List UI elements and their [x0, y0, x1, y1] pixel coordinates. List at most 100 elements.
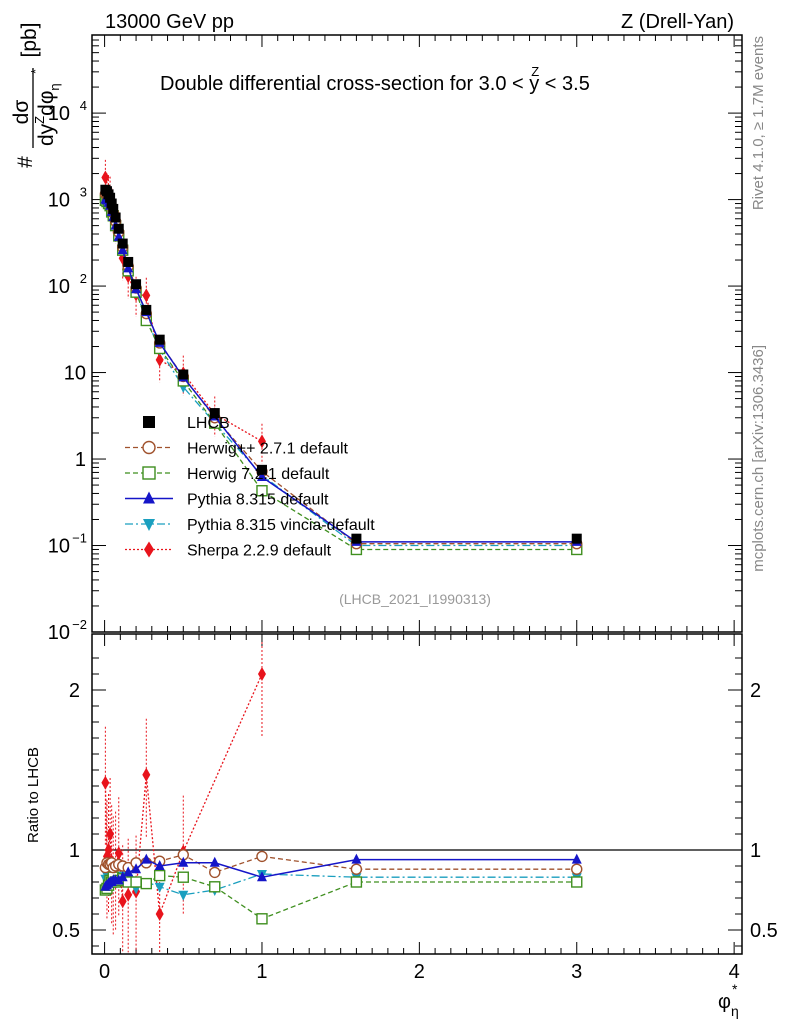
- y-axis-label: # dσ dyZdφη * [pb]: [10, 22, 62, 167]
- series-lhcb: [100, 184, 582, 544]
- point-lhcb: [141, 304, 152, 315]
- header-right: Z (Drell-Yan): [621, 11, 734, 33]
- point-lhcb: [106, 198, 117, 209]
- mcplots-label: mcplots.cern.ch [arXiv:1306.3436]: [750, 345, 767, 572]
- series-pythia: [100, 193, 582, 891]
- ratio-point-pythia: [178, 856, 189, 867]
- legend-label: Pythia 8.315 default: [187, 492, 329, 509]
- point-pythia: [256, 470, 267, 481]
- y-label-den-phi-sup: *: [28, 69, 43, 74]
- rivet-label: Rivet 4.1.0, ≥ 1.7M events: [750, 36, 767, 210]
- legend-entry-sherpa: Sherpa 2.2.9 default: [125, 541, 332, 560]
- ratio-point-sherpa: [106, 827, 115, 841]
- point-lhcb: [117, 238, 128, 249]
- point-pythia: [113, 230, 124, 241]
- chart-title-post: < 3.5: [539, 73, 590, 95]
- legend-entry-vincia: Pythia 8.315 vincia-default: [125, 517, 375, 534]
- ratio-line-vincia: [104, 873, 577, 896]
- y-tick-label: 10: [48, 190, 70, 212]
- ratio-tick-label: 1: [69, 840, 80, 862]
- legend-entry-herwigpp: Herwig++ 2.7.1 default: [125, 441, 349, 458]
- point-sherpa: [257, 434, 266, 449]
- y-tick-label: 1: [75, 449, 86, 471]
- analysis-tag: (LHCB_2021_I1990313): [339, 591, 491, 607]
- ratio-point-sherpa: [257, 667, 266, 681]
- ratio-point-herwig7: [350, 876, 363, 888]
- point-pythia: [123, 262, 134, 273]
- legend-label: Herwig 7.2.1 default: [187, 466, 330, 483]
- ratio-point-herwig7: [153, 869, 166, 882]
- y-tick-label-exp: 2: [80, 271, 87, 286]
- x-tick-label: 2: [414, 961, 425, 983]
- point-lhcb: [256, 464, 267, 475]
- legend-label: Herwig++ 2.7.1 default: [187, 441, 349, 458]
- point-lhcb: [209, 408, 220, 419]
- ratio-tick-label: 2: [69, 680, 80, 702]
- ratio-tick-label-right: 2: [750, 680, 761, 702]
- legend-entry-pythia: Pythia 8.315 default: [125, 491, 329, 509]
- y-tick-label: 10: [48, 103, 70, 125]
- ratio-point-herwig7: [256, 913, 268, 925]
- point-lhcb: [113, 223, 124, 234]
- y-tick-label-exp: −2: [72, 617, 87, 632]
- y-tick-label-exp: 4: [80, 98, 87, 113]
- ratio-point-pythia: [123, 866, 134, 877]
- series-line-sherpa: [104, 177, 263, 442]
- ratio-point-sherpa: [155, 907, 164, 921]
- point-lhcb: [108, 203, 119, 214]
- legend-label: LHCB: [187, 415, 230, 432]
- point-lhcb: [105, 192, 116, 203]
- ratio-point-sherpa: [118, 894, 127, 909]
- y-tick-label-exp: −1: [72, 531, 87, 546]
- y-tick-label: 10: [64, 363, 86, 385]
- ratio-point-pythia: [117, 871, 128, 882]
- ratio-point-herwig7: [130, 876, 142, 888]
- ratio-tick-label-right: 0.5: [750, 920, 778, 942]
- ratio-point-herwig7: [177, 871, 189, 883]
- ratio-point-herwigpp: [571, 863, 583, 875]
- legend-marker: [142, 440, 156, 455]
- series-vincia: [100, 193, 582, 901]
- x-axis-label: φη: [718, 991, 739, 1019]
- ratio-point-vincia: [178, 890, 189, 901]
- ratio-line-herwig7: [104, 874, 577, 920]
- point-sherpa: [101, 170, 110, 185]
- y-tick-label: 10: [48, 276, 70, 298]
- legend: LHCB Herwig++ 2.7.1 default Herwig 7.2.1 d…: [125, 415, 375, 560]
- ratio-point-sherpa: [101, 775, 110, 790]
- ratio-point-sherpa: [104, 843, 113, 857]
- point-sherpa: [142, 288, 151, 303]
- ratio-point-sherpa: [124, 887, 133, 902]
- y-label-hash: #: [14, 156, 37, 168]
- legend-label: Sherpa 2.2.9 default: [187, 543, 332, 560]
- main-frame: [91, 34, 743, 633]
- legend-marker: [142, 466, 156, 480]
- ratio-point-herwigpp: [256, 850, 268, 863]
- point-pythia: [117, 244, 128, 255]
- ratio-tick-label: 0.5: [52, 920, 80, 942]
- ratio-point-vincia: [154, 882, 165, 893]
- y-tick-label: 10: [48, 536, 70, 558]
- y-tick-label: 10: [48, 622, 70, 644]
- y-label-unit: [pb]: [18, 22, 41, 57]
- point-sherpa: [155, 352, 164, 367]
- ratio-frame: [91, 633, 743, 955]
- header-left: 13000 GeV pp: [105, 11, 234, 33]
- y-label-den: dyZdφη: [32, 83, 62, 146]
- ratio-point-pythia: [571, 853, 582, 864]
- series-line-herwig7: [104, 199, 577, 551]
- ratio-point-pythia: [351, 853, 362, 864]
- series-herwig7: [99, 194, 583, 925]
- ratio-point-pythia: [154, 860, 165, 870]
- ratio-point-sherpa: [142, 767, 151, 782]
- ratio-y-label: Ratio to LHCB: [25, 747, 42, 843]
- legend-entry-lhcb: LHCB: [143, 415, 230, 432]
- chart-title-sup: Z: [531, 64, 539, 79]
- x-tick-label: 1: [256, 961, 267, 983]
- point-lhcb: [110, 212, 121, 223]
- chart-title: Double differential cross-section for 3.…: [160, 64, 590, 95]
- point-herwig7: [256, 485, 268, 497]
- x-tick-label: 3: [571, 961, 582, 983]
- point-lhcb: [351, 533, 362, 544]
